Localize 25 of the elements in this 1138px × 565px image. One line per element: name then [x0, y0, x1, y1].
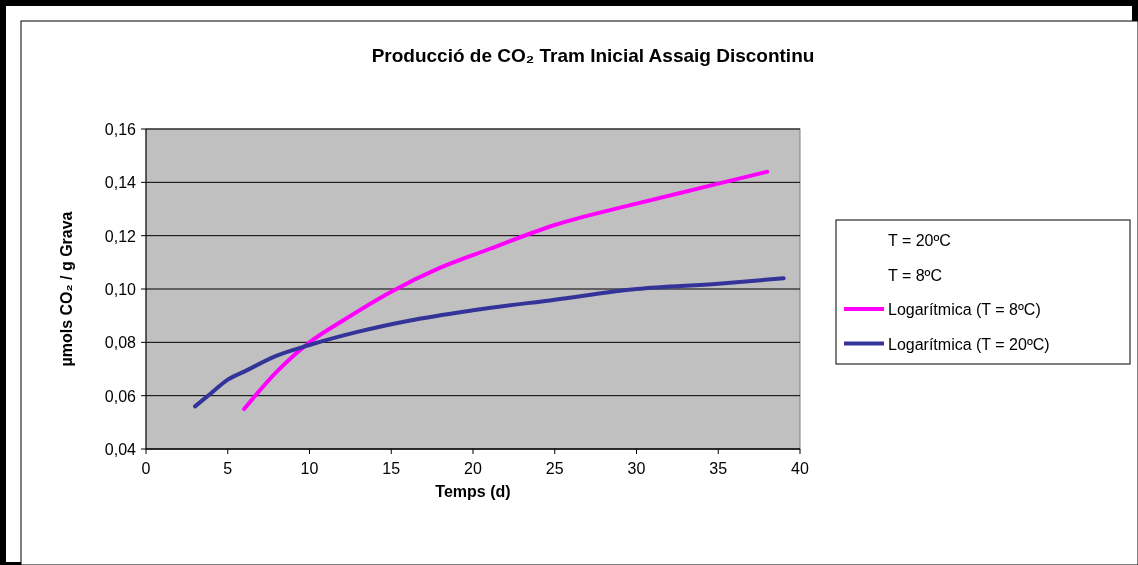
x-tick-label: 5 — [223, 460, 233, 477]
x-tick-label: 0 — [141, 460, 151, 477]
y-tick-label: 0,16 — [104, 121, 137, 138]
x-tick-label: 30 — [627, 460, 646, 477]
y-tick-label: 0,14 — [104, 174, 137, 192]
line-series — [193, 276, 786, 409]
x-axis-title: Temps (d) — [435, 483, 511, 500]
y-tick-label: 0,12 — [104, 227, 137, 245]
y-axis-title: µmols CO₂ / g Grava — [58, 211, 75, 367]
text: T = 20ºC — [888, 232, 951, 249]
x-tick-label: 20 — [464, 460, 482, 477]
x-tick-label: 15 — [382, 460, 401, 477]
y-tick-label: 0,10 — [104, 281, 137, 298]
legend-label: Logarítmica (T = 8ºC) — [888, 301, 1041, 318]
x-tick-label: 10 — [300, 460, 319, 477]
legend-label: Logarítmica (T = 20ºC) — [888, 335, 1050, 353]
x-tick-label: 35 — [709, 460, 728, 477]
y-tick-label: 0,08 — [104, 334, 137, 352]
y-tick-label: 0,04 — [104, 441, 137, 458]
text: T = 8ºC — [888, 266, 943, 284]
line-series — [242, 169, 770, 411]
x-tick-label: 40 — [791, 460, 809, 477]
x-tick-label: 25 — [545, 460, 564, 477]
y-tick-label: 0,06 — [104, 387, 137, 405]
chart-title: Producció de CO₂ Tram Inicial Assaig Discontinu — [371, 45, 815, 66]
